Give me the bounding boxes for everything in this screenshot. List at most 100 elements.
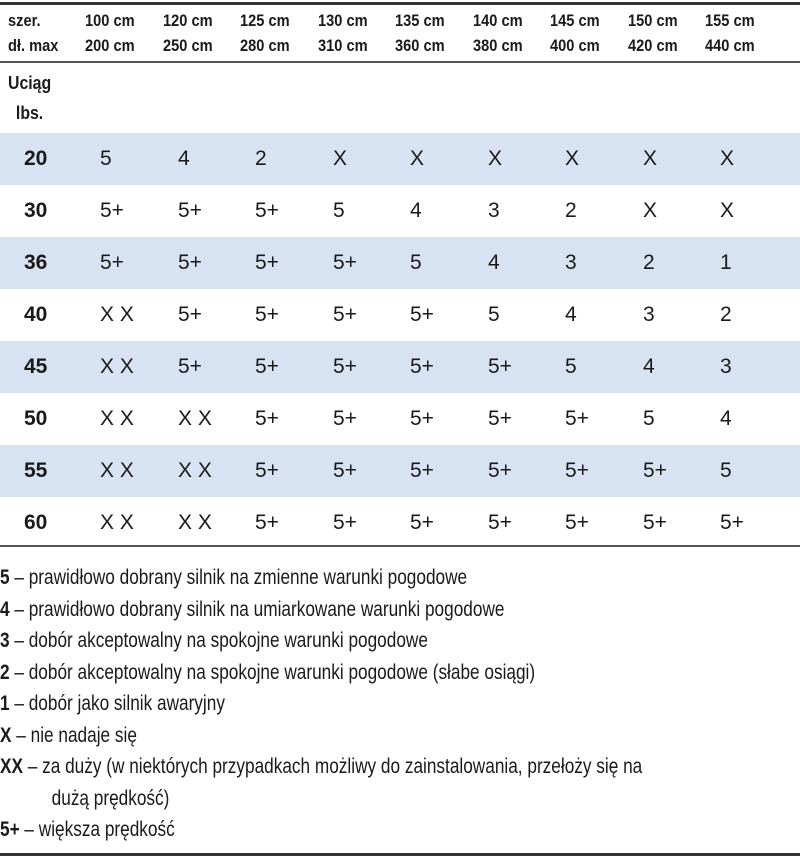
rating-cell: 5 (643, 407, 655, 430)
column-width: 130 cm (318, 11, 368, 30)
rating-cell: 4 (720, 407, 732, 430)
rating-cell: 3 (488, 199, 500, 222)
rating-cell: X (720, 147, 735, 170)
legend-key: X (0, 723, 12, 747)
legend-item: X – nie nadaje się (0, 720, 656, 752)
rating-cell: 5+ (333, 459, 357, 482)
rating-cell: X X (178, 511, 212, 534)
rating-cell: 2 (565, 199, 577, 222)
rating-cell: 3 (720, 355, 732, 378)
legend-text: dużą prędkość) (51, 786, 170, 810)
rating-cell: 4 (178, 147, 190, 170)
rating-cell: X X (100, 459, 134, 482)
table-row: 50 X X X X 5+ 5+ 5+ 5+ 5+ 5 4 (0, 393, 800, 445)
column-length: 200 cm (85, 36, 135, 55)
rating-cell: 5+ (333, 407, 357, 430)
rating-cell: 5 (565, 355, 577, 378)
rating-cell: 2 (643, 251, 655, 274)
rating-cell: 5+ (410, 355, 434, 378)
column-length: 280 cm (240, 36, 290, 55)
legend-text: – dobór akceptowalny na spokojne warunki… (9, 660, 536, 684)
header-column: 140 cm 380 cm (473, 8, 523, 58)
rating-cell: 1 (720, 251, 732, 274)
legend-key: 5 (0, 566, 10, 589)
rating-cell: 5 (720, 459, 732, 482)
legend-item: 4 – prawidłowo dobrany silnik na umiarko… (0, 594, 656, 626)
rating-cell: 5+ (410, 303, 434, 326)
rating-cell: X X (178, 459, 212, 482)
unit-line-2: lbs. (15, 103, 44, 123)
rating-cell: 4 (565, 303, 577, 326)
column-width: 120 cm (163, 11, 213, 30)
column-width: 100 cm (85, 11, 135, 30)
header-column: 150 cm 420 cm (628, 8, 678, 58)
legend-text: – dobór jako silnik awaryjny (9, 692, 225, 715)
rating-cell: 5+ (255, 407, 279, 430)
rating-cell: 5+ (565, 459, 589, 482)
column-width: 145 cm (550, 11, 600, 30)
rating-cell: 5+ (488, 511, 512, 534)
header-column: 100 cm 200 cm (85, 8, 135, 58)
thrust-value: 45 (24, 355, 48, 378)
table-row: 60 X X X X 5+ 5+ 5+ 5+ 5+ 5+ 5+ (0, 497, 800, 549)
table-bottom-rule (0, 545, 800, 547)
rating-cell: 5+ (565, 407, 589, 430)
rating-cell: 4 (488, 251, 500, 274)
bottom-rule (0, 853, 800, 856)
rating-cell: 5+ (565, 511, 589, 534)
rating-cell: 5+ (178, 355, 202, 378)
rating-cell: X (410, 147, 425, 170)
rating-cell: 5+ (178, 251, 202, 274)
table-row: 30 5+ 5+ 5+ 5 4 3 2 X X (0, 185, 800, 237)
table-row: 36 5+ 5+ 5+ 5+ 5 4 3 2 1 (0, 237, 800, 289)
width-label: szer. (8, 11, 41, 30)
column-width: 125 cm (240, 11, 290, 30)
thrust-value: 20 (24, 147, 48, 170)
rating-cell: 2 (255, 147, 267, 170)
column-length: 420 cm (628, 36, 678, 55)
rating-cell: 5+ (410, 407, 434, 430)
header-column: 125 cm 280 cm (240, 8, 290, 58)
rating-cell: 5+ (488, 459, 512, 482)
column-length: 380 cm (473, 36, 523, 55)
rating-cell: X X (100, 511, 134, 534)
column-length: 440 cm (705, 36, 755, 55)
column-length: 310 cm (318, 36, 368, 55)
rating-cell: 3 (565, 251, 577, 274)
rating-cell: 5+ (410, 511, 434, 534)
rating-cell: 5+ (178, 199, 202, 222)
table-row: 45 X X 5+ 5+ 5+ 5+ 5+ 5 4 3 (0, 341, 800, 393)
thrust-value: 40 (24, 303, 48, 326)
header-column: 155 cm 440 cm (705, 8, 755, 58)
header-rule (0, 61, 800, 63)
rating-cell: X (333, 147, 348, 170)
rating-cell: X (643, 199, 658, 222)
legend-key: 2 (0, 660, 10, 684)
legend-key: 4 (0, 597, 10, 621)
legend-item: 2 – dobór akceptowalny na spokojne warun… (0, 657, 656, 689)
rating-cell: 5 (410, 251, 422, 274)
legend-item: dużą prędkość) (0, 783, 656, 815)
legend-key: 3 (0, 629, 10, 652)
rating-cell: 5+ (410, 459, 434, 482)
legend-text: – za duży (w niektórych przypadkach możl… (22, 755, 643, 778)
header-label: szer. dł. max (8, 8, 58, 58)
column-length: 250 cm (163, 36, 213, 55)
rating-cell: 4 (643, 355, 655, 378)
thrust-value: 50 (24, 407, 48, 430)
column-width: 140 cm (473, 11, 523, 30)
legend-key: 1 (0, 692, 10, 715)
rating-cell: X (565, 147, 580, 170)
column-width: 135 cm (395, 11, 445, 30)
column-width: 155 cm (705, 11, 755, 30)
rating-cell: 5+ (255, 303, 279, 326)
thrust-value: 30 (24, 199, 48, 222)
rating-cell: X X (100, 303, 134, 326)
legend-key: XX (0, 755, 23, 778)
table-row: 40 X X 5+ 5+ 5+ 5+ 5 4 3 2 (0, 289, 800, 341)
table-row: 20 5 4 2 X X X X X X (0, 133, 800, 185)
rating-cell: 5+ (255, 199, 279, 222)
rating-cell: 5+ (643, 459, 667, 482)
rating-cell: 5+ (178, 303, 202, 326)
length-label: dł. max (8, 36, 59, 55)
